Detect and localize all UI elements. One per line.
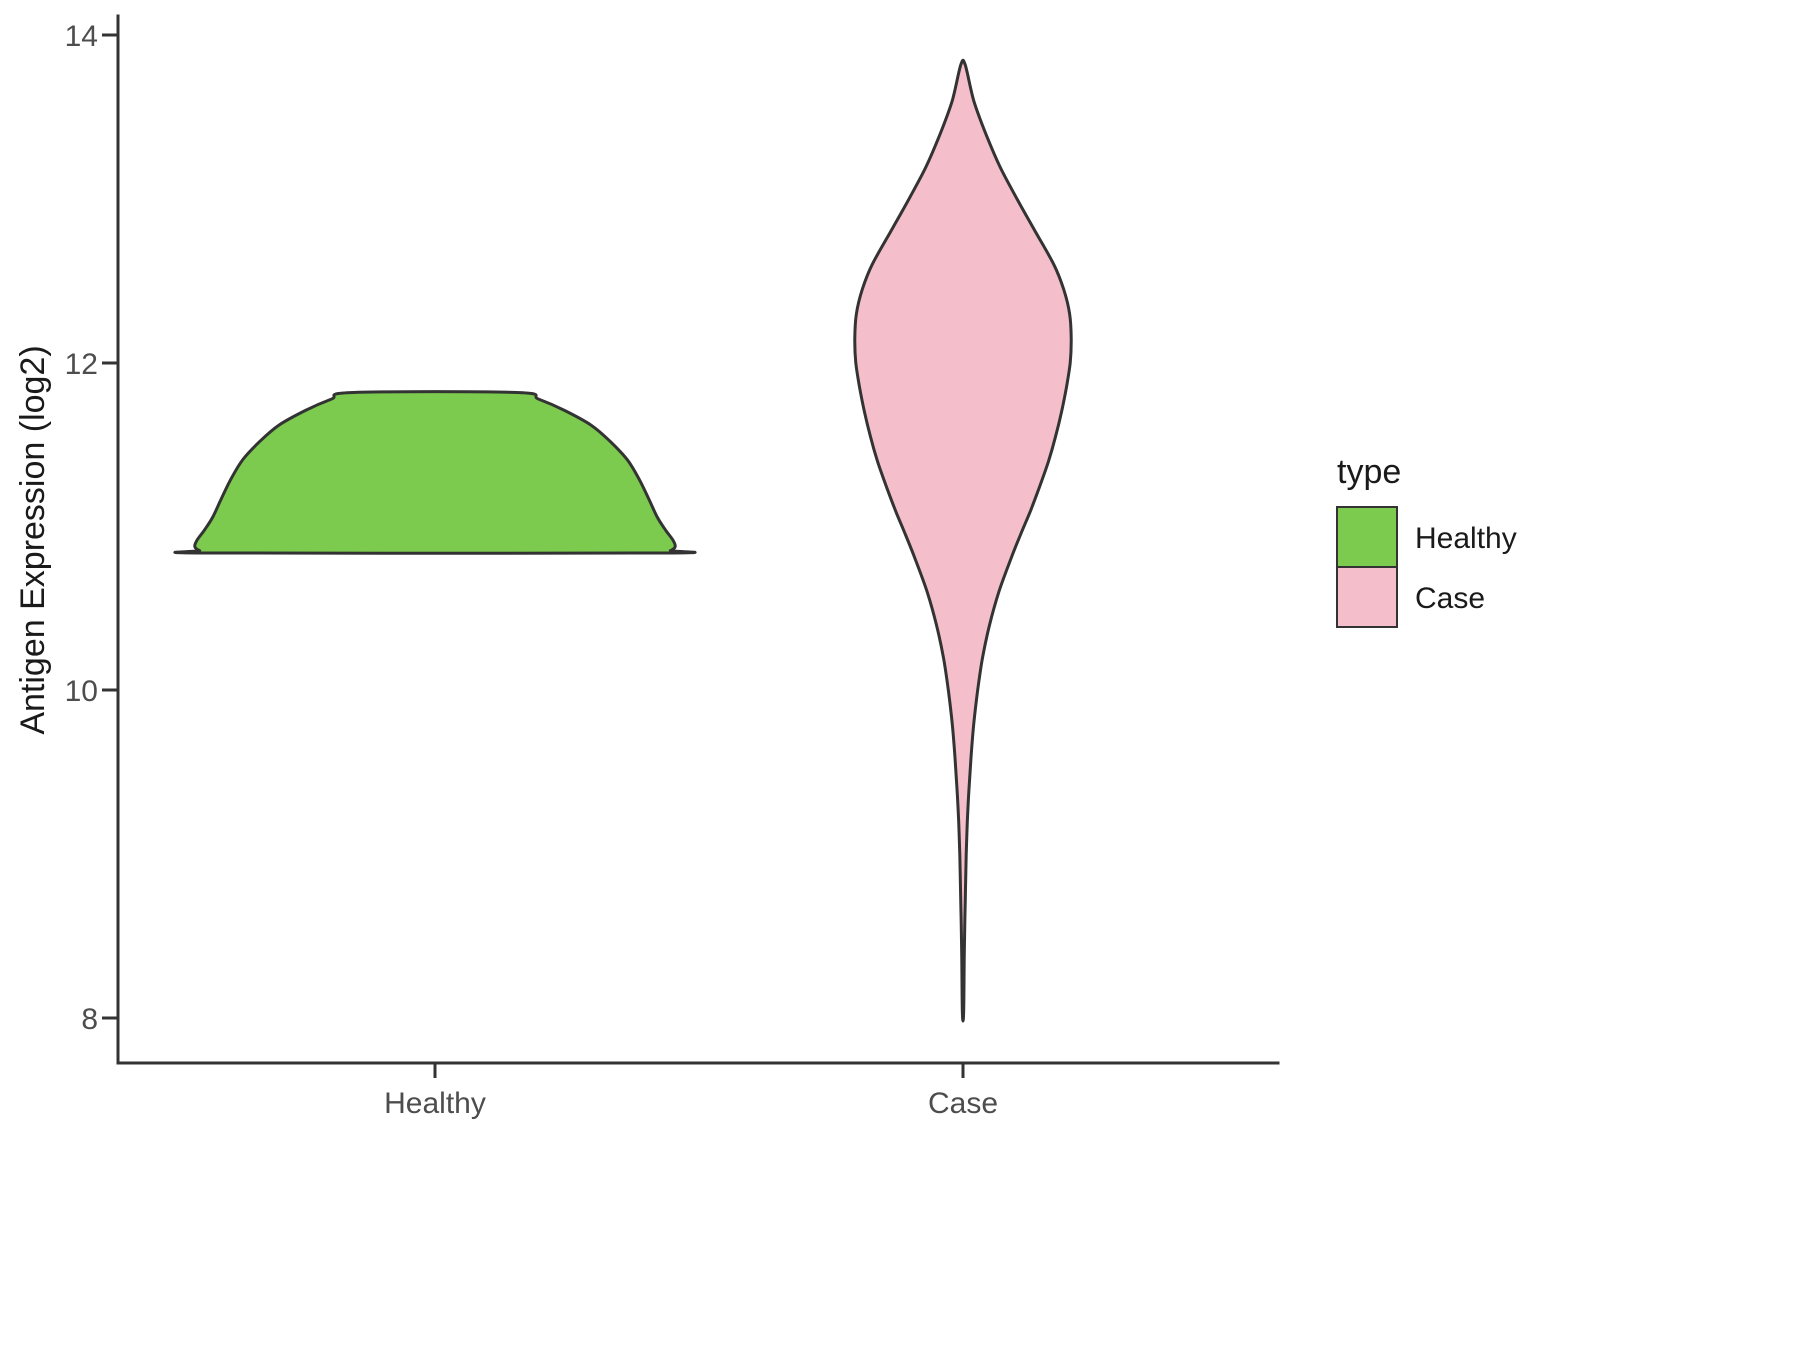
y-tick-label-14: 14	[65, 20, 98, 53]
legend-title: type	[1337, 453, 1401, 491]
axes	[102, 14, 1280, 1078]
axis-labels: 14 12 10 8 Healthy Case Antigen Expressi…	[14, 20, 998, 1120]
y-axis-title: Antigen Expression (log2)	[14, 345, 52, 734]
y-tick-label-10: 10	[65, 675, 98, 708]
legend-swatch-case	[1336, 566, 1398, 628]
y-tick-label-12: 12	[65, 348, 98, 381]
legend-swatch-healthy	[1336, 506, 1398, 568]
violin-case	[853, 58, 1073, 1023]
violin-healthy	[173, 390, 697, 555]
x-tick-label-healthy: Healthy	[384, 1087, 486, 1120]
x-tick-label-case: Case	[928, 1087, 998, 1120]
legend-label-case: Case	[1415, 582, 1485, 615]
legend: type Healthy Case	[1336, 453, 1517, 628]
violin-layer	[173, 58, 1073, 1023]
legend-label-healthy: Healthy	[1415, 522, 1517, 555]
y-tick-label-8: 8	[81, 1003, 98, 1036]
